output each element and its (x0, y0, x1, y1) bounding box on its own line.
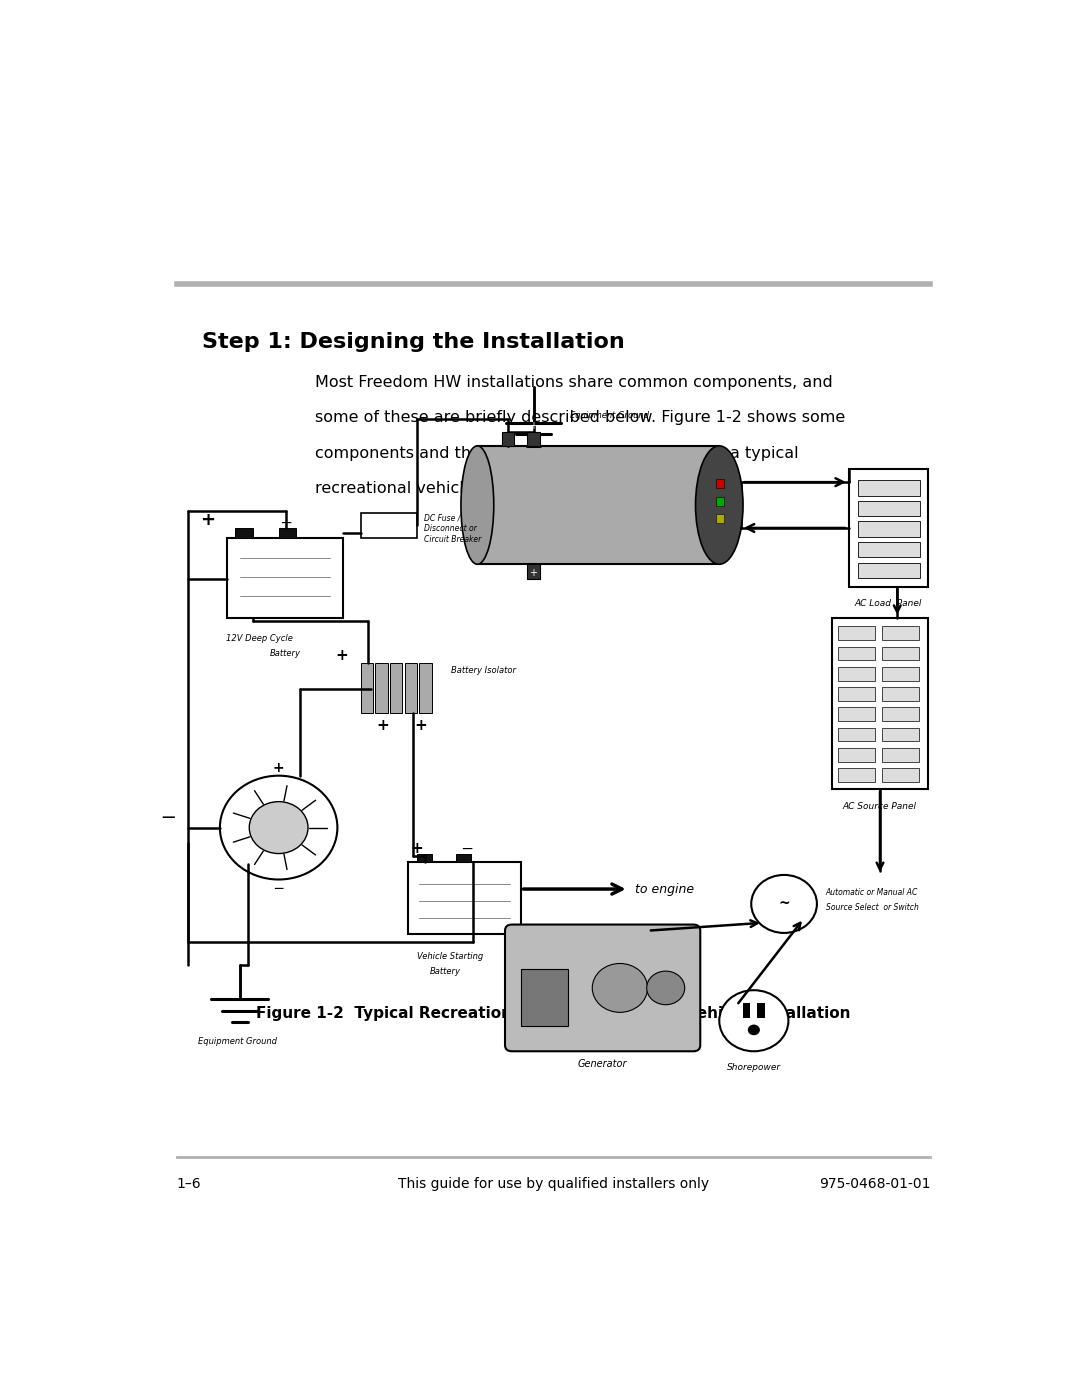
Text: +: + (335, 648, 348, 662)
Text: +: + (376, 718, 389, 733)
Text: Source Select  or Switch: Source Select or Switch (825, 904, 918, 912)
Bar (858, 562, 920, 577)
Bar (858, 501, 920, 516)
Text: Figure 1-2  Typical Recreational Vehicle and Fleet Vehicle Installation: Figure 1-2 Typical Recreational Vehicle … (256, 1005, 851, 1020)
Text: +: + (200, 511, 215, 529)
Text: Shorepower: Shorepower (727, 1063, 781, 1073)
Bar (838, 708, 875, 722)
Bar (838, 727, 875, 741)
Text: 975-0468-01-01: 975-0468-01-01 (819, 1177, 930, 1191)
Bar (521, 969, 568, 1026)
Bar (881, 687, 919, 701)
Text: +: + (529, 421, 538, 432)
Text: AC Load  Panel: AC Load Panel (855, 600, 922, 608)
Circle shape (752, 874, 816, 933)
Circle shape (592, 963, 648, 1012)
Bar (235, 529, 253, 537)
Text: This guide for use by qualified installers only: This guide for use by qualified installe… (397, 1177, 710, 1191)
Bar (716, 514, 725, 523)
Text: +: + (415, 718, 428, 733)
Bar (417, 854, 432, 862)
Bar (405, 663, 417, 713)
Text: Vehicle Starting: Vehicle Starting (417, 952, 483, 960)
Text: DC Fuse /: DC Fuse / (423, 514, 460, 523)
Bar (527, 432, 540, 446)
Text: ─: ─ (274, 883, 283, 897)
Bar (858, 543, 920, 558)
Text: some of these are briefly described below. Figure 1-2 shows some: some of these are briefly described belo… (315, 411, 846, 425)
Text: Most Freedom HW installations share common components, and: Most Freedom HW installations share comm… (315, 375, 833, 390)
Text: +: + (273, 761, 284, 775)
Bar (390, 663, 402, 713)
Text: 12V Deep Cycle: 12V Deep Cycle (226, 633, 293, 643)
Text: ~: ~ (779, 897, 789, 911)
Bar (477, 446, 719, 564)
Text: Battery Isolator: Battery Isolator (451, 666, 516, 676)
Text: ─: ─ (494, 421, 499, 432)
Bar (881, 748, 919, 762)
Bar (408, 862, 521, 934)
Bar (858, 522, 920, 537)
Bar (279, 529, 296, 537)
Text: +: + (529, 568, 538, 577)
Text: Automatic or Manual AC: Automatic or Manual AC (825, 888, 918, 897)
Bar (849, 469, 929, 587)
FancyBboxPatch shape (505, 924, 700, 1051)
Bar (881, 708, 919, 722)
Circle shape (220, 776, 337, 880)
Text: AC Source Panel: AC Source Panel (843, 801, 917, 811)
Text: ─: ─ (462, 843, 471, 858)
Bar (881, 768, 919, 781)
Text: Disconnect or: Disconnect or (423, 525, 476, 533)
Bar (456, 854, 471, 862)
Circle shape (719, 990, 788, 1051)
Text: Generator: Generator (578, 1059, 627, 1069)
Bar (361, 514, 417, 537)
Bar (227, 537, 343, 618)
Text: ─: ─ (162, 809, 174, 827)
Bar (376, 663, 388, 713)
Text: +: + (410, 841, 422, 856)
Bar (716, 497, 725, 505)
Text: to engine: to engine (635, 883, 693, 895)
Bar (838, 748, 875, 762)
Bar (838, 768, 875, 781)
Bar (757, 1004, 765, 1017)
Bar (419, 663, 432, 713)
Bar (361, 663, 373, 713)
Text: 1–6: 1–6 (177, 1177, 202, 1191)
Bar (881, 647, 919, 661)
Text: recreational vehicle or fleet vehicle installation.: recreational vehicle or fleet vehicle in… (315, 480, 698, 496)
Ellipse shape (696, 446, 743, 564)
Bar (527, 564, 540, 580)
Text: Circuit Breaker: Circuit Breaker (423, 536, 481, 544)
Circle shape (647, 972, 685, 1005)
Bar (881, 626, 919, 640)
Text: components and their relationship to each other in a typical: components and their relationship to eac… (315, 446, 798, 461)
Bar (838, 687, 875, 701)
Bar (838, 647, 875, 661)
Bar (838, 626, 875, 640)
Circle shape (747, 1024, 760, 1035)
Bar (838, 666, 875, 680)
Text: Equipment Ground: Equipment Ground (199, 1037, 278, 1045)
Bar (832, 618, 929, 790)
Text: Step 1: Designing the Installation: Step 1: Designing the Installation (202, 332, 624, 353)
Ellipse shape (461, 446, 494, 564)
Bar (881, 666, 919, 680)
Bar (858, 480, 920, 496)
Bar (743, 1004, 751, 1017)
Text: Battery: Battery (270, 648, 300, 658)
Text: Battery: Battery (430, 967, 461, 976)
Bar (501, 432, 514, 446)
Text: ─: ─ (281, 516, 291, 532)
Bar (716, 479, 725, 489)
Circle shape (249, 802, 308, 854)
Text: Equipment Ground: Equipment Ground (570, 411, 649, 419)
Bar (881, 727, 919, 741)
